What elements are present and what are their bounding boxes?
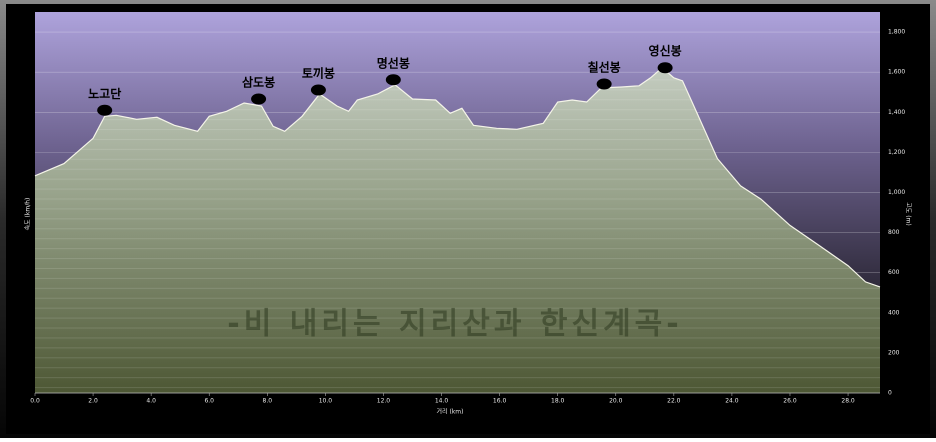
y-tick-label: 1,800 [888,29,905,36]
y-tick-label: 1,400 [888,109,905,116]
peak-label: 삼도봉 [242,75,275,90]
x-tick-label: 0.0 [30,398,40,405]
y-tick-label: 0 [888,390,892,397]
y-tick-label: 800 [888,229,900,236]
area-line [34,66,881,288]
peak-label: 노고단 [88,86,121,101]
x-tick-label: 12.0 [377,398,391,405]
y-tick-label: 1,000 [888,189,905,196]
x-tick-label: 6.0 [204,398,214,405]
y-axis-label: 고도 (m) [905,202,912,225]
peak-label: 칠선봉 [588,59,621,74]
y-tick-label: 400 [888,309,900,316]
y-tick-label: 1,200 [888,149,905,156]
peak-marker [596,78,612,90]
y-tick-label: 600 [888,269,900,276]
peak-marker [385,74,401,86]
peak-label: 영신봉 [649,43,682,58]
x-tick-label: 18.0 [551,398,565,405]
x-axis-label: 거리 (km) [437,408,464,416]
x-tick-label: 16.0 [493,398,507,405]
x-tick-label: 8.0 [263,398,273,405]
x-tick-label: 26.0 [783,398,797,405]
x-tick-label: 2.0 [88,398,98,405]
peak-marker [251,93,267,105]
peak-marker [97,104,113,116]
peak-marker [657,62,673,74]
x-tick-label: 24.0 [725,398,739,405]
x-tick-label: 28.0 [841,398,855,405]
x-tick-label: 20.0 [609,398,623,405]
x-tick-label: 22.0 [667,398,681,405]
y-tick-label: 1,600 [888,69,905,76]
peak-label: 토끼봉 [302,66,335,81]
x-tick-label: 10.0 [319,398,333,405]
area-stripes [35,67,880,393]
peak-marker [310,84,326,96]
chart-title: -비 내리는 지리산과 한신계곡- [227,307,682,342]
y-tick-label: 200 [888,349,900,356]
x-tick-label: 4.0 [146,398,156,405]
x-tick-label: 14.0 [435,398,449,405]
y-axis-label-left: 속도 (km/h) [24,198,32,231]
peak-label: 명선봉 [377,55,410,70]
